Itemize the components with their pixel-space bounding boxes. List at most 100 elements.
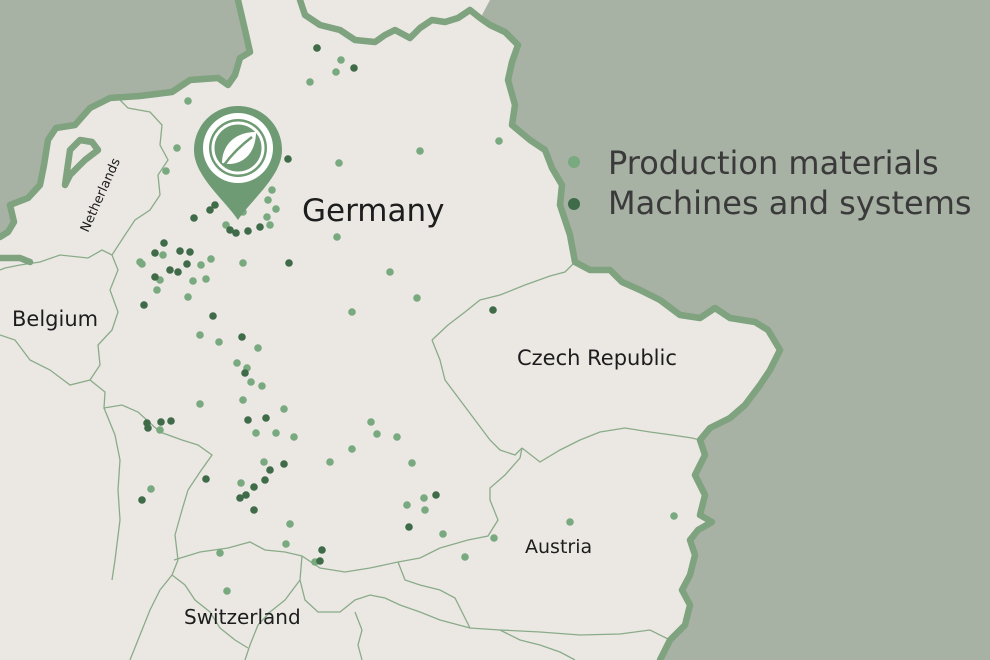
production-materials-dot — [416, 147, 424, 155]
production-materials-dot — [184, 293, 192, 301]
production-materials-dot — [223, 587, 231, 595]
production-materials-dot — [439, 530, 447, 538]
production-materials-dot — [196, 331, 204, 339]
machines-and-systems-dot — [432, 491, 440, 499]
machines-and-systems-dot — [256, 223, 264, 231]
legend-production-swatch — [568, 156, 580, 168]
machines-and-systems-dot — [241, 369, 249, 377]
production-materials-dot — [386, 268, 394, 276]
machines-and-systems-dot — [284, 155, 292, 163]
machines-and-systems-dot — [209, 312, 217, 320]
machines-and-systems-dot — [285, 259, 293, 267]
legend-machines-swatch — [568, 198, 580, 210]
machines-and-systems-dot — [176, 247, 184, 255]
production-materials-dot — [348, 308, 356, 316]
production-materials-dot — [268, 186, 276, 194]
production-materials-dot — [348, 445, 356, 453]
production-materials-dot — [173, 144, 181, 152]
production-materials-dot — [393, 433, 401, 441]
machines-and-systems-dot — [313, 44, 321, 52]
machines-and-systems-dot — [166, 266, 174, 274]
production-materials-dot — [197, 261, 205, 269]
machines-and-systems-dot — [236, 494, 244, 502]
machines-and-systems-dot — [151, 273, 159, 281]
coastline-and-germany-border — [0, 0, 784, 660]
label-germany: Germany — [302, 193, 444, 229]
machines-and-systems-dot — [211, 201, 219, 209]
machines-and-systems-dot — [262, 414, 270, 422]
production-materials-dot — [280, 405, 288, 413]
production-materials-dot — [254, 344, 262, 352]
location-dots — [136, 44, 678, 595]
machines-and-systems-dot — [261, 476, 269, 484]
production-materials-dot — [247, 378, 255, 386]
production-materials-dot — [239, 396, 247, 404]
machines-and-systems-dot — [190, 214, 198, 222]
machines-and-systems-dot — [138, 496, 146, 504]
production-materials-dot — [272, 429, 280, 437]
machines-and-systems-dot — [226, 226, 234, 234]
production-materials-dot — [290, 433, 298, 441]
production-materials-dot — [264, 196, 272, 204]
location-pin[interactable] — [194, 106, 282, 220]
production-materials-dot — [286, 520, 294, 528]
production-materials-dot — [266, 221, 274, 229]
label-belgium: Belgium — [12, 307, 98, 331]
machines-and-systems-dot — [266, 466, 274, 474]
production-materials-dot — [306, 78, 314, 86]
production-materials-dot — [159, 251, 167, 259]
production-materials-dot — [566, 518, 574, 526]
production-materials-dot — [252, 429, 260, 437]
machines-and-systems-dot — [238, 333, 246, 341]
production-materials-dot — [162, 167, 170, 175]
production-materials-dot — [495, 137, 503, 145]
production-materials-dot — [373, 430, 381, 438]
production-materials-dot — [367, 418, 375, 426]
production-materials-dot — [335, 159, 343, 167]
machines-and-systems-dot — [157, 418, 165, 426]
production-materials-dot — [233, 359, 241, 367]
production-materials-dot — [215, 338, 223, 346]
production-materials-dot — [461, 553, 469, 561]
production-materials-dot — [490, 534, 498, 542]
machines-and-systems-dot — [186, 248, 194, 256]
machines-and-systems-dot — [174, 268, 182, 276]
leaf-icon — [222, 132, 256, 166]
production-materials-dot — [670, 512, 678, 520]
machines-and-systems-dot — [250, 483, 258, 491]
production-materials-dot — [337, 56, 345, 64]
production-materials-dot — [189, 277, 197, 285]
machines-and-systems-dot — [144, 424, 152, 432]
legend: Production materials Machines and system… — [568, 144, 972, 222]
production-materials-dot — [260, 458, 268, 466]
machines-and-systems-dot — [242, 491, 250, 499]
machines-and-systems-dot — [489, 306, 497, 314]
machines-and-systems-dot — [318, 546, 326, 554]
machines-and-systems-dot — [405, 523, 413, 531]
machines-and-systems-dot — [206, 206, 214, 214]
machines-and-systems-dot — [160, 239, 168, 247]
machines-and-systems-dot — [232, 229, 240, 237]
production-materials-dot — [136, 258, 144, 266]
production-materials-dot — [413, 294, 421, 302]
label-austria: Austria — [525, 536, 592, 558]
production-materials-dot — [153, 286, 161, 294]
machines-and-systems-dot — [167, 417, 175, 425]
production-materials-dot — [237, 479, 245, 487]
production-materials-dot — [282, 540, 290, 548]
machines-and-systems-dot — [316, 557, 324, 565]
production-materials-dot — [403, 501, 411, 509]
machines-and-systems-dot — [244, 416, 252, 424]
machines-and-systems-dot — [244, 227, 252, 235]
production-materials-dot — [332, 68, 340, 76]
machines-and-systems-dot — [202, 475, 210, 483]
production-materials-dot — [216, 549, 224, 557]
legend-machines-label: Machines and systems — [608, 184, 972, 222]
production-materials-dot — [207, 255, 215, 263]
production-materials-dot — [326, 458, 334, 466]
machines-and-systems-dot — [350, 64, 358, 72]
legend-production-label: Production materials — [608, 144, 939, 182]
land-area — [0, 0, 780, 660]
